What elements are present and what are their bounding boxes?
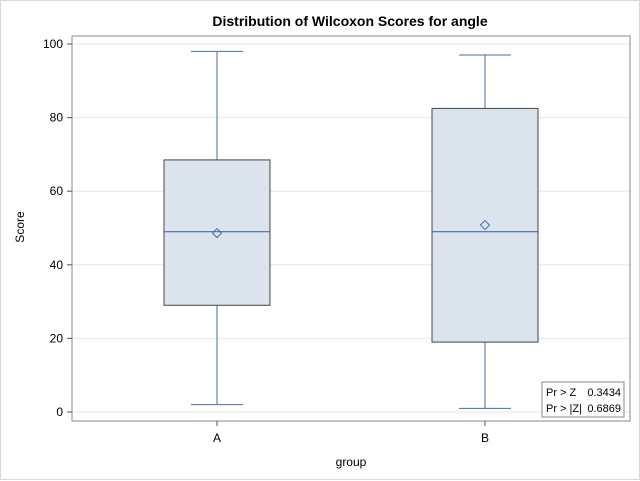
inset-row-value: 0.6869 <box>587 403 621 415</box>
y-tick-label: 80 <box>50 111 64 125</box>
x-tick-label: B <box>481 431 489 445</box>
x-tick-label: A <box>213 431 221 445</box>
box-B <box>431 107 539 343</box>
mean-marker <box>479 219 491 231</box>
plot-area-border <box>71 35 631 422</box>
chart-title: Distribution of Wilcoxon Scores for angl… <box>212 13 487 29</box>
y-tick-label: 40 <box>50 258 64 272</box>
x-axis-label: group <box>336 455 367 469</box>
mean-marker <box>211 227 223 239</box>
inset-row-label: Pr > |Z| <box>546 403 582 415</box>
y-axis-label: Score <box>13 211 27 243</box>
y-tick-label: 20 <box>50 331 64 345</box>
box-A <box>163 159 271 306</box>
inset-row-label: Pr > Z <box>546 387 577 399</box>
y-tick-label: 0 <box>56 405 63 419</box>
y-tick-label: 60 <box>50 184 64 198</box>
inset-table <box>541 381 625 418</box>
inset-row-value: 0.3434 <box>587 387 621 399</box>
y-tick-label: 100 <box>43 37 63 51</box>
